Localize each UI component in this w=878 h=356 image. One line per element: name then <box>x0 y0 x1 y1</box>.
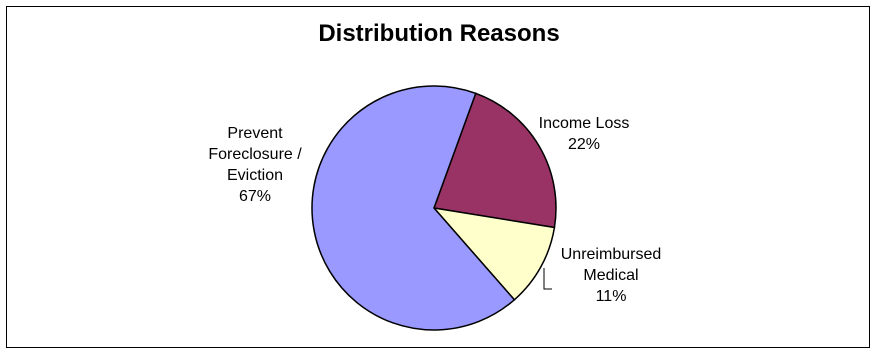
pie-slice <box>432 92 557 229</box>
chart-title: Distribution Reasons <box>318 20 560 47</box>
leader-line <box>543 268 552 290</box>
chart-frame <box>6 6 870 348</box>
slice-label: Unreimbursed Medical 11% <box>561 246 661 305</box>
pie-slice <box>311 85 516 331</box>
pie-slice <box>432 206 556 301</box>
slice-label: Income Loss 22% <box>539 115 630 153</box>
slice-label: Prevent Foreclosure / Eviction 67% <box>208 125 302 205</box>
